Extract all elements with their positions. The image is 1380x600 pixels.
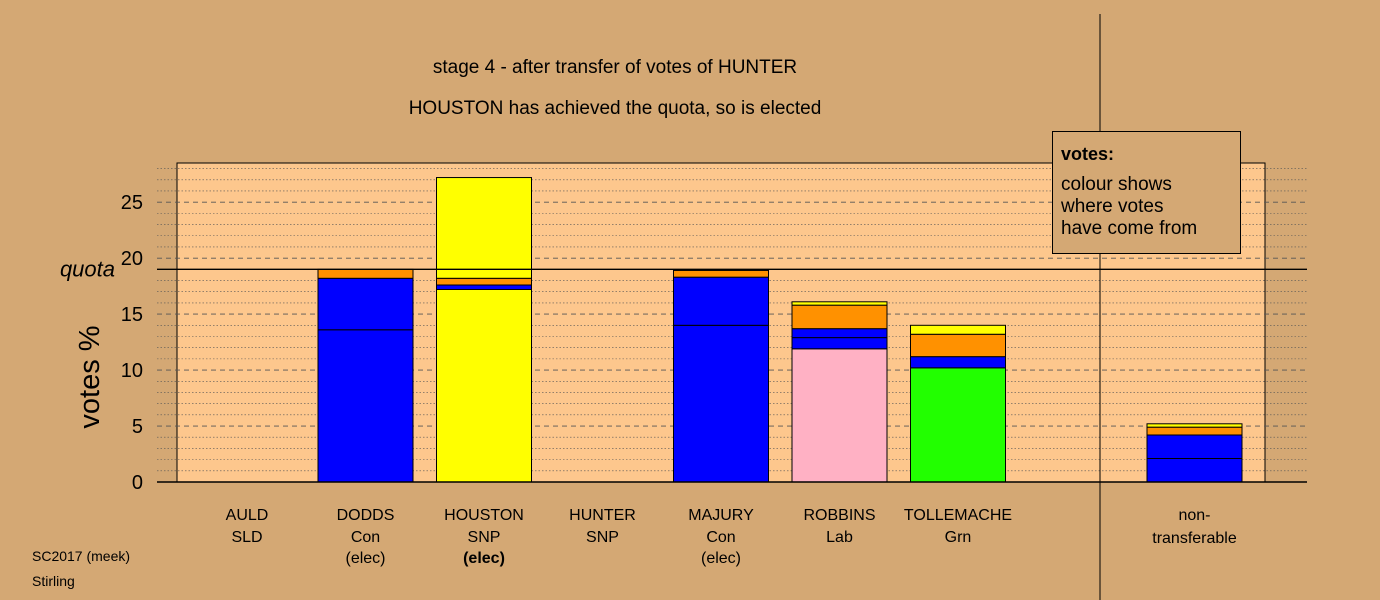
- candidate-name: TOLLEMACHE: [904, 507, 1012, 524]
- legend: votes: colour shows where votes have com…: [1052, 131, 1241, 254]
- bar-segment: [910, 324, 1006, 335]
- y-tick-label: 15: [121, 304, 143, 326]
- bar-segment: [791, 301, 888, 306]
- bar-segment: [910, 333, 1006, 358]
- nontransferable-bar-segment: [1146, 434, 1243, 459]
- bar-segment: [317, 268, 414, 279]
- chart-subtitle: HOUSTON has achieved the quota, so is el…: [408, 98, 822, 119]
- y-axis-label: votes %: [74, 325, 106, 428]
- footer-council: Stirling: [32, 573, 75, 589]
- nontransferable-label: non-: [1178, 507, 1210, 524]
- candidate-party: SLD: [231, 529, 262, 546]
- bar-segment: [673, 276, 769, 326]
- candidate-party: SNP: [468, 529, 501, 546]
- y-tick-label: 20: [121, 248, 143, 270]
- candidate-status: (elec): [463, 550, 505, 567]
- chart-title: stage 4 - after transfer of votes of HUN…: [432, 57, 798, 78]
- candidate-party: Con: [706, 529, 735, 546]
- legend-line: where votes: [1061, 196, 1164, 217]
- bar-segment: [791, 348, 888, 483]
- y-tick-label: 10: [121, 360, 143, 382]
- bar-segment: [791, 337, 888, 350]
- candidate-name: ROBBINS: [803, 507, 875, 524]
- bar-segment: [791, 304, 888, 330]
- bar-segment: [436, 277, 532, 286]
- bar-segment: [910, 367, 1006, 483]
- bar-segment: [317, 277, 414, 331]
- bar-segment: [673, 269, 769, 278]
- candidate-name: AULD: [226, 507, 269, 524]
- candidate-status: (elec): [345, 550, 385, 567]
- bar-segment: [436, 284, 532, 290]
- legend-line: have come from: [1061, 218, 1198, 239]
- nontransferable-label: transferable: [1152, 530, 1237, 547]
- footer-scheme: SC2017 (meek): [32, 548, 131, 564]
- nontransferable-bar-segment: [1146, 426, 1243, 436]
- bar-segment: [436, 288, 532, 483]
- bar-segment: [317, 329, 414, 483]
- candidate-party: Lab: [826, 529, 853, 546]
- candidate-party: Con: [351, 529, 380, 546]
- nontransferable-bar-segment: [1146, 457, 1243, 483]
- candidate-party: Grn: [945, 529, 972, 546]
- bar-segment: [673, 324, 769, 483]
- candidate-name: HOUSTON: [444, 507, 524, 524]
- bar-segment: [436, 177, 532, 279]
- y-tick-label: 0: [132, 472, 143, 494]
- y-tick-label: 5: [132, 416, 143, 438]
- bar-segment: [791, 328, 888, 339]
- candidate-status: (elec): [701, 550, 741, 567]
- quota-label: quota: [60, 256, 115, 281]
- candidate-name: HUNTER: [569, 507, 636, 524]
- bar-segment: [910, 356, 1006, 369]
- legend-line: colour shows: [1061, 174, 1172, 195]
- y-tick-label: 25: [121, 192, 143, 214]
- nontransferable-bar-segment: [1146, 423, 1243, 428]
- legend-title: votes:: [1061, 144, 1115, 164]
- candidate-party: SNP: [586, 529, 619, 546]
- candidate-name: DODDS: [337, 507, 395, 524]
- candidate-name: MAJURY: [688, 507, 754, 524]
